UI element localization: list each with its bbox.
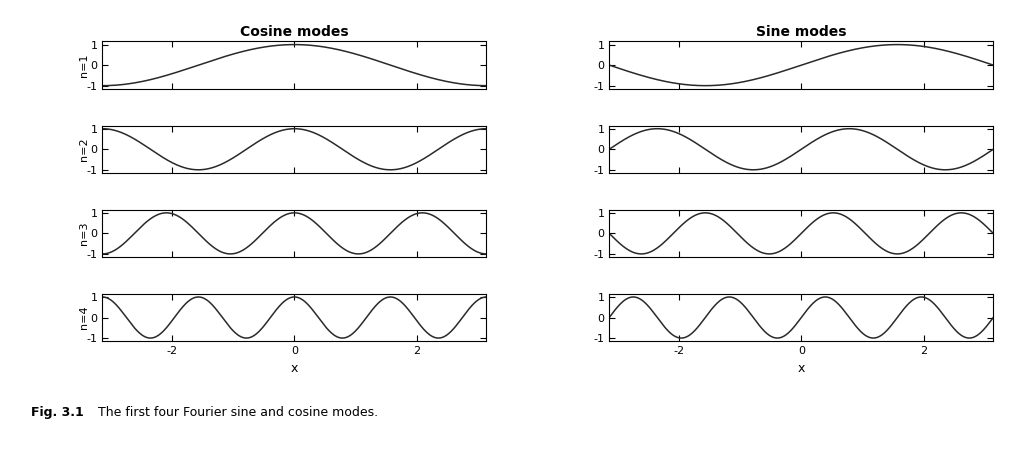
Text: Fig. 3.1: Fig. 3.1 bbox=[31, 406, 84, 419]
Y-axis label: n=1: n=1 bbox=[79, 53, 89, 77]
X-axis label: x: x bbox=[798, 361, 805, 374]
Title: Cosine modes: Cosine modes bbox=[240, 25, 349, 39]
Y-axis label: n=2: n=2 bbox=[79, 137, 89, 161]
Title: Sine modes: Sine modes bbox=[756, 25, 847, 39]
Y-axis label: n=4: n=4 bbox=[79, 306, 89, 329]
X-axis label: x: x bbox=[291, 361, 298, 374]
Y-axis label: n=3: n=3 bbox=[79, 222, 89, 245]
Text: The first four Fourier sine and cosine modes.: The first four Fourier sine and cosine m… bbox=[90, 406, 378, 419]
